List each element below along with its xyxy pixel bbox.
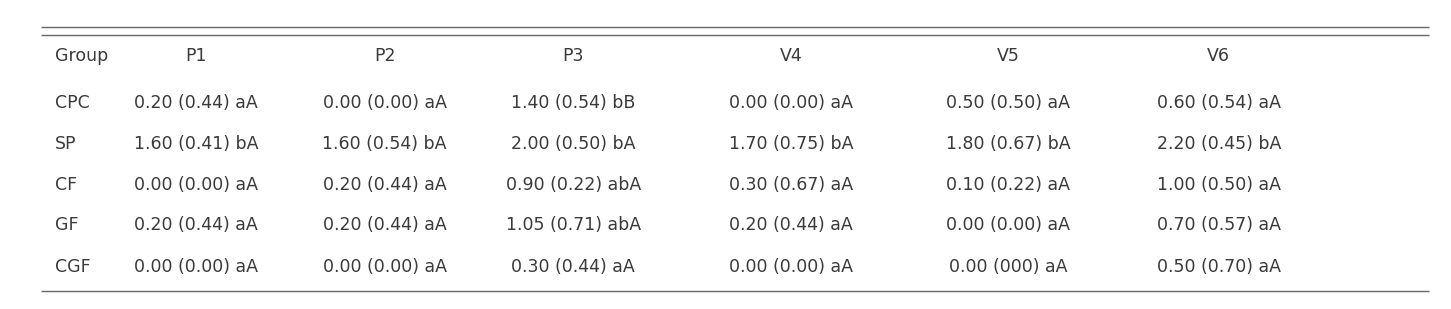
Text: 0.20 (0.44) aA: 0.20 (0.44) aA (322, 176, 447, 194)
Text: 0.20 (0.44) aA: 0.20 (0.44) aA (133, 216, 258, 235)
Text: 2.20 (0.45) bA: 2.20 (0.45) bA (1156, 135, 1281, 153)
Text: P2: P2 (374, 47, 395, 65)
Text: 1.60 (0.54) bA: 1.60 (0.54) bA (322, 135, 447, 153)
Text: V5: V5 (997, 47, 1020, 65)
Text: 0.00 (0.00) aA: 0.00 (0.00) aA (133, 258, 258, 276)
Text: 0.20 (0.44) aA: 0.20 (0.44) aA (133, 94, 258, 112)
Text: 1.80 (0.67) bA: 1.80 (0.67) bA (946, 135, 1071, 153)
Text: 0.90 (0.22) abA: 0.90 (0.22) abA (505, 176, 641, 194)
Text: 1.70 (0.75) bA: 1.70 (0.75) bA (728, 135, 853, 153)
Text: 0.00 (0.00) aA: 0.00 (0.00) aA (322, 258, 447, 276)
Text: V6: V6 (1207, 47, 1230, 65)
Text: 0.20 (0.44) aA: 0.20 (0.44) aA (322, 216, 447, 235)
Text: 0.50 (0.70) aA: 0.50 (0.70) aA (1156, 258, 1281, 276)
Text: Group: Group (55, 47, 109, 65)
Text: V4: V4 (779, 47, 802, 65)
Text: 0.00 (0.00) aA: 0.00 (0.00) aA (322, 94, 447, 112)
Text: CGF: CGF (55, 258, 91, 276)
Text: 0.00 (0.00) aA: 0.00 (0.00) aA (728, 94, 853, 112)
Text: 1.05 (0.71) abA: 1.05 (0.71) abA (505, 216, 641, 235)
Text: 0.30 (0.67) aA: 0.30 (0.67) aA (728, 176, 853, 194)
Text: 0.00 (0.00) aA: 0.00 (0.00) aA (946, 216, 1071, 235)
Text: 0.00 (000) aA: 0.00 (000) aA (949, 258, 1068, 276)
Text: 0.00 (0.00) aA: 0.00 (0.00) aA (728, 258, 853, 276)
Text: 2.00 (0.50) bA: 2.00 (0.50) bA (511, 135, 636, 153)
Text: CF: CF (55, 176, 77, 194)
Text: 0.70 (0.57) aA: 0.70 (0.57) aA (1156, 216, 1281, 235)
Text: GF: GF (55, 216, 78, 235)
Text: 0.10 (0.22) aA: 0.10 (0.22) aA (946, 176, 1071, 194)
Text: 0.50 (0.50) aA: 0.50 (0.50) aA (946, 94, 1071, 112)
Text: 1.60 (0.41) bA: 1.60 (0.41) bA (133, 135, 258, 153)
Text: P3: P3 (563, 47, 583, 65)
Text: P1: P1 (186, 47, 206, 65)
Text: CPC: CPC (55, 94, 90, 112)
Text: 0.00 (0.00) aA: 0.00 (0.00) aA (133, 176, 258, 194)
Text: 0.60 (0.54) aA: 0.60 (0.54) aA (1156, 94, 1281, 112)
Text: 1.40 (0.54) bB: 1.40 (0.54) bB (511, 94, 636, 112)
Text: 1.00 (0.50) aA: 1.00 (0.50) aA (1156, 176, 1281, 194)
Text: 0.30 (0.44) aA: 0.30 (0.44) aA (511, 258, 636, 276)
Text: SP: SP (55, 135, 77, 153)
Text: 0.20 (0.44) aA: 0.20 (0.44) aA (728, 216, 853, 235)
